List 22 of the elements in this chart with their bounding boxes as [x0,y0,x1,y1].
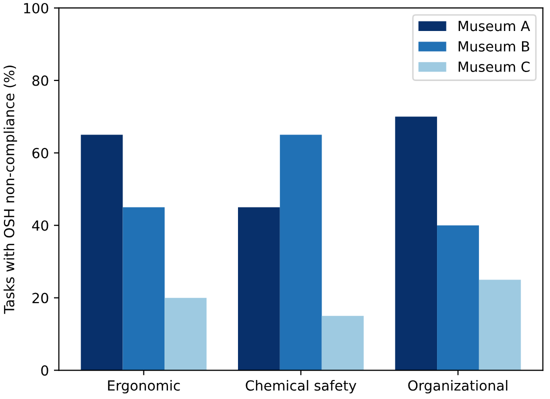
y-tick-label: 60 [32,148,48,158]
x-tick-label: Organizational [408,380,508,394]
y-axis-title: Tasks with OSH non-compliance (%) [4,66,18,314]
bar [122,207,165,370]
bar [80,134,123,370]
y-tick-label: 40 [32,220,48,231]
y-tick-label: 80 [32,75,48,86]
y-tick-label: 100 [24,2,48,14]
bar [395,116,438,370]
bar [280,134,322,370]
x-tick-label: Ergonomic [108,380,180,394]
legend-label: Museum B [458,41,530,52]
y-tick-label: 0 [41,365,48,376]
bar [238,207,280,370]
bar [164,298,207,370]
bar [322,316,364,370]
bar [478,280,521,370]
y-tick-label: 20 [32,292,48,304]
legend-label: Museum C [458,62,530,72]
legend-label: Museum A [458,20,530,32]
x-tick-label: Chemical safety [246,380,356,394]
bar [437,225,479,370]
